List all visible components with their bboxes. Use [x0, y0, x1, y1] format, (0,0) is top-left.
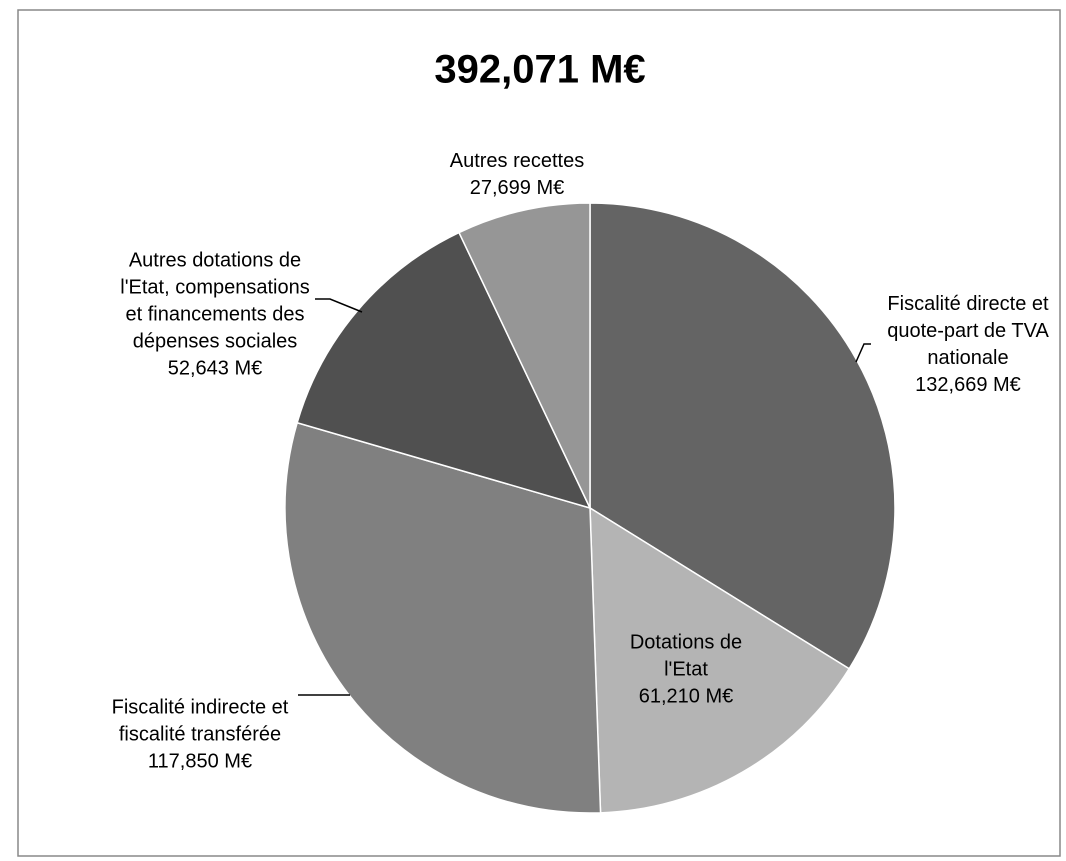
chart-title: 392,071 M€	[434, 48, 645, 92]
category-label: Fiscalité indirecte et fiscalité transfé…	[111, 696, 289, 746]
leader-lines	[298, 298, 871, 696]
value-label: 117,850 M€	[147, 750, 253, 773]
slice-label: Fiscalité directe et quote-part de TVA n…	[873, 291, 1063, 399]
category-label: Dotations de l'Etat	[629, 631, 743, 681]
slice-label: Autres dotations de l'Etat, compensation…	[115, 248, 315, 383]
leader-line	[315, 298, 363, 313]
value-label: 132,669 M€	[915, 374, 1021, 396]
category-label: Autres recettes	[449, 150, 585, 172]
category-label: Autres dotations de l'Etat, compensation…	[120, 249, 310, 353]
pie-slice	[589, 506, 851, 814]
value-label: 61,210 M€	[638, 685, 734, 708]
value-label: 27,699 M€	[469, 177, 565, 199]
value-label: 52,643 M€	[167, 357, 263, 380]
slice-label: Dotations de l'Etat 61,210 M€	[606, 630, 766, 711]
category-label: Fiscalité directe et quote-part de TVA n…	[887, 293, 1049, 369]
pie-slice	[458, 202, 591, 509]
slice-label: Fiscalité indirecte et fiscalité transfé…	[100, 695, 300, 776]
pie	[284, 202, 896, 814]
slice-label: Autres recettes 27,699 M€	[427, 148, 607, 202]
leader-line	[855, 343, 871, 363]
